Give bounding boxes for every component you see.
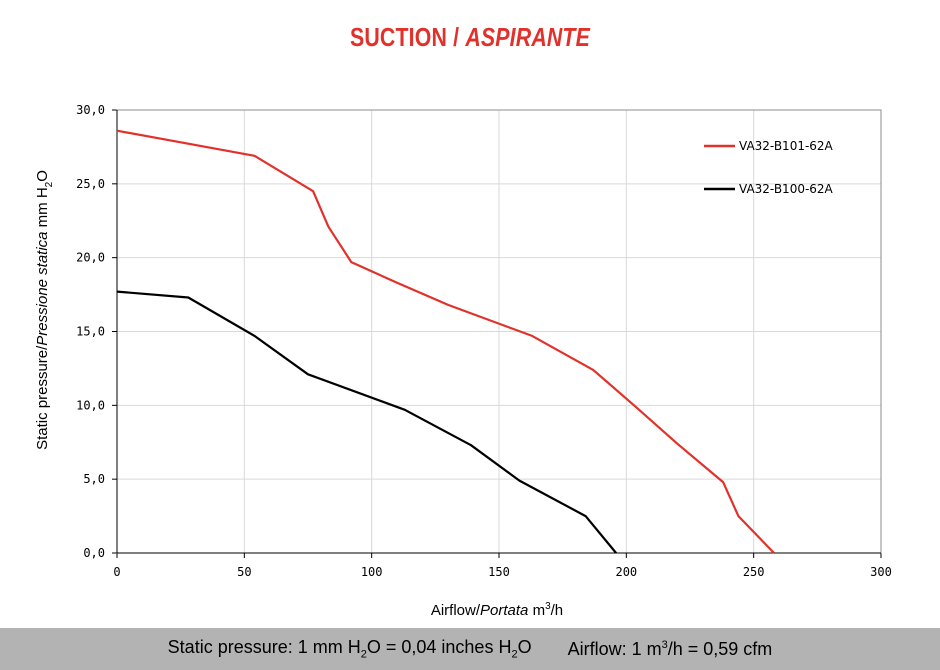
legend: VA32-B101-62A VA32-B100-62A <box>704 139 834 196</box>
x-tick-label: 200 <box>615 565 637 579</box>
y-tick-label: 0,0 <box>83 546 105 560</box>
pressure-conversion: Static pressure: 1 mm H2O = 0,04 inches … <box>167 637 532 661</box>
y-tick-label: 10,0 <box>76 398 105 412</box>
series-line-va32-b101-62a <box>116 129 775 554</box>
y-tick-labels: 0,0 5,0 10,0 15,0 20,0 25,0 30,0 <box>76 103 105 560</box>
x-tick-label: 50 <box>237 565 251 579</box>
airflow-conversion: Airflow: 1 m3/h = 0,59 cfm <box>567 638 773 659</box>
title-italic: ASPIRANTE <box>465 22 591 52</box>
series-line-va32-b100-62a <box>116 290 617 554</box>
y-tick-label: 15,0 <box>76 325 105 339</box>
x-tick-label: 100 <box>361 565 383 579</box>
x-axis-label: Airflow/Portata m3/h <box>431 601 563 619</box>
y-tick-label: 5,0 <box>83 472 105 486</box>
chart-title: SUCTION / ASPIRANTE <box>85 22 856 53</box>
grid-lines <box>117 110 881 553</box>
y-tick-label: 20,0 <box>76 251 105 265</box>
title-main: SUCTION / <box>349 22 460 52</box>
legend-label-va32-b100-62a: VA32-B100-62A <box>739 182 834 196</box>
unit-conversion-footer: Static pressure: 1 mm H2O = 0,04 inches … <box>0 628 940 670</box>
legend-label-va32-b101-62a: VA32-B101-62A <box>739 139 834 153</box>
y-tick-label: 25,0 <box>76 177 105 191</box>
chart-area: 0,0 5,0 10,0 15,0 20,0 25,0 30,0 0 50 100 150 200 2… <box>34 103 892 619</box>
x-tick-labels: 0 50 100 150 200 250 300 <box>113 565 891 579</box>
axes <box>112 109 882 558</box>
series-lines <box>116 129 775 554</box>
x-tick-label: 250 <box>743 565 765 579</box>
x-tick-label: 0 <box>113 565 120 579</box>
x-tick-label: 150 <box>488 565 510 579</box>
y-axis-label: Static pressure/Pressione statica mm H2O <box>34 170 55 450</box>
x-tick-label: 300 <box>870 565 892 579</box>
y-tick-label: 30,0 <box>76 103 105 117</box>
